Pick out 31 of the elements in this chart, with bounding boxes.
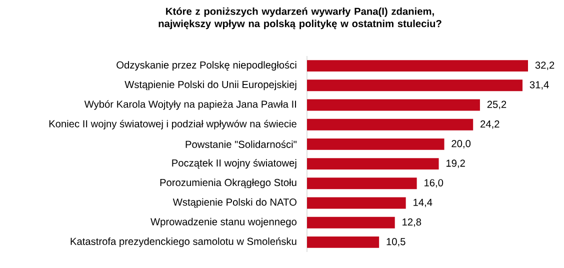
data-label: 31,4 bbox=[530, 81, 549, 90]
data-label: 20,0 bbox=[452, 140, 471, 148]
bar bbox=[307, 178, 417, 190]
data-label: 25,2 bbox=[487, 100, 506, 110]
bar bbox=[307, 236, 380, 248]
bar bbox=[307, 197, 406, 209]
bar bbox=[307, 216, 395, 228]
bar bbox=[307, 99, 480, 111]
chart-title: Które z poniższych wydarzeń wywarły Pana(I) zdaniem, największy wpływ na polską politykę w ostatnim stuleciu? bbox=[158, 7, 442, 30]
data-label: 14,4 bbox=[414, 198, 432, 208]
bar bbox=[307, 80, 523, 92]
y-tick-label: Wstąpienie Polski do Unii Europejskiej bbox=[124, 80, 296, 90]
y-tick-label: Odzyskanie przez Polskę niepodległości bbox=[116, 61, 296, 71]
data-label: 10,5 bbox=[386, 238, 406, 246]
y-tick-label: Katastrofa prezydenckiego samolotu w Smoleńsku bbox=[70, 237, 296, 247]
y-tick-label: Wstąpienie Polski do NATO bbox=[172, 198, 296, 208]
y-tick-label: Wprowadzenie stanu wojennego bbox=[150, 218, 296, 228]
y-tick-label: Koniec II wojny światowej i podział wpływów na świecie bbox=[49, 120, 296, 130]
y-tick-label: Początek II wojny światowej bbox=[172, 159, 296, 169]
data-label: 19,2 bbox=[446, 160, 465, 168]
data-label: 16,0 bbox=[424, 179, 444, 188]
y-tick-label: Wybór Karola Wojtyły na papieża Jana Pawła II bbox=[84, 100, 296, 110]
y-tick-label: Powstanie "Solidarności" bbox=[186, 140, 297, 148]
bar bbox=[307, 158, 439, 170]
bar bbox=[307, 60, 528, 72]
data-label: 12,8 bbox=[402, 218, 422, 227]
y-tick-label: Porozumienia Okrągłego Stołu bbox=[160, 178, 296, 188]
bar bbox=[307, 118, 474, 130]
data-label: 32,2 bbox=[535, 62, 554, 70]
bar bbox=[307, 138, 444, 150]
data-label: 24,2 bbox=[480, 120, 500, 129]
